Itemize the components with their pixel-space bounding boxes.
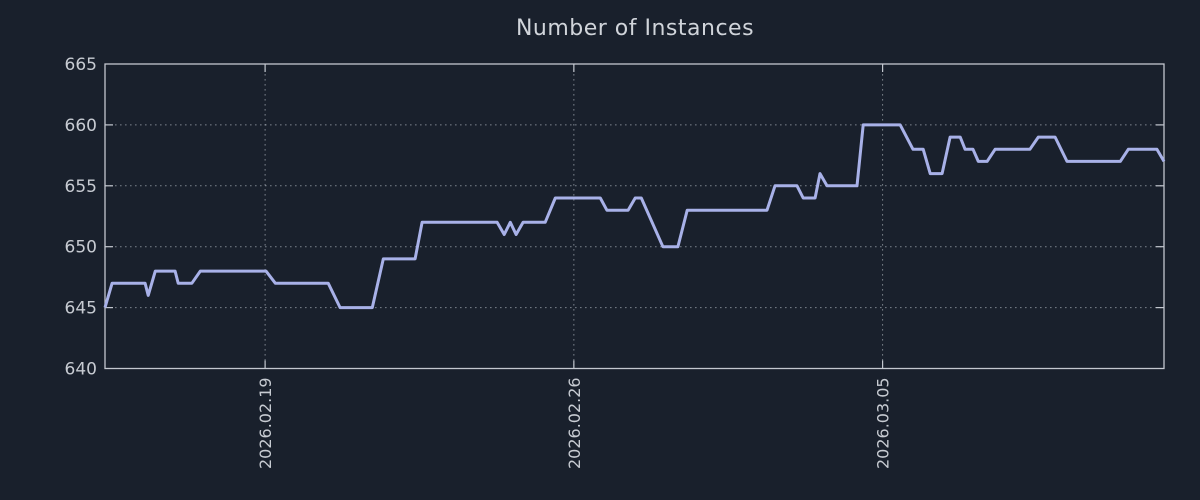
plot-border: [104, 63, 1165, 370]
x-tick-label: 2026.02.19: [256, 377, 275, 469]
x-tick-label: 2026.03.05: [874, 377, 893, 469]
x-tick-label: 2026.02.26: [565, 377, 584, 469]
y-tick-label: 660: [65, 116, 97, 136]
y-tick-label: 655: [65, 177, 97, 197]
y-tick-label: 645: [65, 299, 97, 319]
series-line-instances: [103, 123, 1166, 310]
y-tick-label: 665: [65, 55, 97, 75]
y-tick-label: 650: [65, 238, 97, 258]
chart-title: Number of Instances: [515, 16, 755, 41]
y-tick-label: 640: [65, 360, 97, 380]
